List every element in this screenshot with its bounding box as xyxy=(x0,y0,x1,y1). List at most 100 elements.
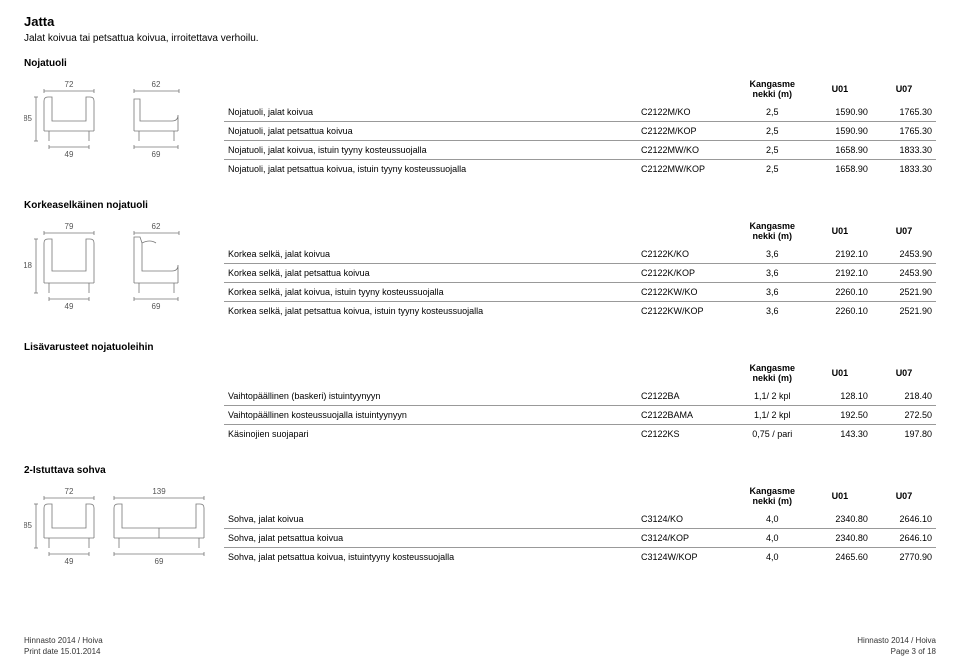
table-row: Nojatuoli, jalat petsattua koivua, istui… xyxy=(224,160,936,179)
cell-desc: Korkea selkä, jalat petsattua koivua, is… xyxy=(224,302,637,321)
section-head: Korkeaselkäinen nojatuoli xyxy=(24,200,936,211)
cell-code: C2122KW/KO xyxy=(637,283,737,302)
cell-u01: 2260.10 xyxy=(808,283,872,302)
col-u07: U07 xyxy=(872,482,936,510)
cell-desc: Korkea selkä, jalat koivua xyxy=(224,245,637,264)
table-s2: Kangasme nekki (m) U01 U07 Korkea selkä,… xyxy=(224,217,936,320)
table-header-row: Kangasme nekki (m) U01 U07 xyxy=(224,359,936,387)
col-unit: Kangasme nekki (m) xyxy=(737,359,808,387)
table-s1: Kangasme nekki (m) U01 U07 Nojatuoli, ja… xyxy=(224,75,936,178)
cell-u01: 1590.90 xyxy=(808,103,872,122)
section-head: Lisävarusteet nojatuoleihin xyxy=(24,342,936,353)
dim-w1: 72 xyxy=(65,488,74,496)
cell-desc: Korkea selkä, jalat koivua, istuin tyyny… xyxy=(224,283,637,302)
dim-h: 85 xyxy=(24,521,33,530)
dim-w2: 139 xyxy=(152,488,166,496)
table-row: Korkea selkä, jalat koivuaC2122K/KO3,621… xyxy=(224,245,936,264)
cell-code: C2122MW/KOP xyxy=(637,160,737,179)
table-header-row: Kangasme nekki (m) U01 U07 xyxy=(224,482,936,510)
cell-code: C2122BA xyxy=(637,387,737,406)
dim-h: 85 xyxy=(24,114,33,123)
cell-u07: 2646.10 xyxy=(872,529,936,548)
table-row: Korkea selkä, jalat petsattua koivua, is… xyxy=(224,302,936,321)
cell-u01: 1658.90 xyxy=(808,141,872,160)
page-subtitle: Jalat koivua tai petsattua koivua, irroi… xyxy=(24,33,936,44)
cell-code: C2122M/KOP xyxy=(637,122,737,141)
dim-d2: 69 xyxy=(152,302,161,311)
cell-u01: 1658.90 xyxy=(808,160,872,179)
cell-u07: 2521.90 xyxy=(872,302,936,321)
cell-desc: Nojatuoli, jalat petsattua koivua, istui… xyxy=(224,160,637,179)
col-u01: U01 xyxy=(808,75,872,103)
table-row: Korkea selkä, jalat koivua, istuin tyyny… xyxy=(224,283,936,302)
cell-code: C2122K/KO xyxy=(637,245,737,264)
dim-w1: 72 xyxy=(65,81,74,89)
cell-code: C2122BAMA xyxy=(637,406,737,425)
col-unit: Kangasme nekki (m) xyxy=(737,217,808,245)
col-u07: U07 xyxy=(872,217,936,245)
table-row: Käsinojien suojapariC2122KS0,75 / pari14… xyxy=(224,425,936,444)
cell-desc: Vaihtopäällinen kosteussuojalla istuinty… xyxy=(224,406,637,425)
dim-d1: 49 xyxy=(65,150,74,159)
section-sofa: 2-Istuttava sohva 72 85 49 xyxy=(24,465,936,568)
table-row: Nojatuoli, jalat koivuaC2122M/KO2,51590.… xyxy=(224,103,936,122)
dim-w1: 79 xyxy=(65,223,74,231)
cell-u01: 2340.80 xyxy=(808,510,872,529)
cell-u01: 2192.10 xyxy=(808,264,872,283)
dim-h: 118 xyxy=(24,261,33,270)
cell-unit: 2,5 xyxy=(737,122,808,141)
table-header-row: Kangasme nekki (m) U01 U07 xyxy=(224,75,936,103)
footer-left2: Print date 15.01.2014 xyxy=(24,647,103,656)
cell-unit: 1,1/ 2 kpl xyxy=(737,387,808,406)
page: Jatta Jalat koivua tai petsattua koivua,… xyxy=(0,0,960,664)
section-korkea: Korkeaselkäinen nojatuoli 79 118 49 xyxy=(24,200,936,320)
cell-unit: 0,75 / pari xyxy=(737,425,808,444)
cell-code: C2122KS xyxy=(637,425,737,444)
footer-right2: Page 3 of 18 xyxy=(857,647,936,656)
footer: Hinnasto 2014 / Hoiva Print date 15.01.2… xyxy=(24,634,936,656)
col-unit: Kangasme nekki (m) xyxy=(737,482,808,510)
dim-w2: 62 xyxy=(152,223,161,231)
cell-u07: 272.50 xyxy=(872,406,936,425)
cell-u01: 1590.90 xyxy=(808,122,872,141)
col-u07: U07 xyxy=(872,75,936,103)
col-u01: U01 xyxy=(808,482,872,510)
col-u07: U07 xyxy=(872,359,936,387)
cell-desc: Nojatuoli, jalat petsattua koivua xyxy=(224,122,637,141)
cell-code: C2122K/KOP xyxy=(637,264,737,283)
section-nojatuoli: Nojatuoli 72 85 xyxy=(24,58,936,178)
cell-u01: 2465.60 xyxy=(808,548,872,567)
table-row: Vaihtopäällinen kosteussuojalla istuinty… xyxy=(224,406,936,425)
cell-code: C3124W/KOP xyxy=(637,548,737,567)
cell-u07: 2646.10 xyxy=(872,510,936,529)
table-s3: Kangasme nekki (m) U01 U07 Vaihtopäällin… xyxy=(224,359,936,443)
cell-code: C3124/KOP xyxy=(637,529,737,548)
table-row: Sohva, jalat koivuaC3124/KO4,02340.80264… xyxy=(224,510,936,529)
cell-unit: 3,6 xyxy=(737,264,808,283)
cell-desc: Sohva, jalat koivua xyxy=(224,510,637,529)
cell-u07: 197.80 xyxy=(872,425,936,444)
table-row: Nojatuoli, jalat petsattua koivuaC2122M/… xyxy=(224,122,936,141)
cell-desc: Korkea selkä, jalat petsattua koivua xyxy=(224,264,637,283)
table-s4: Kangasme nekki (m) U01 U07 Sohva, jalat … xyxy=(224,482,936,566)
cell-unit: 1,1/ 2 kpl xyxy=(737,406,808,425)
cell-code: C2122MW/KO xyxy=(637,141,737,160)
cell-u01: 143.30 xyxy=(808,425,872,444)
dim-w2: 62 xyxy=(152,81,161,89)
col-u01: U01 xyxy=(808,217,872,245)
cell-u07: 1833.30 xyxy=(872,160,936,179)
cell-unit: 2,5 xyxy=(737,103,808,122)
cell-desc: Sohva, jalat petsattua koivua xyxy=(224,529,637,548)
cell-desc: Sohva, jalat petsattua koivua, istuintyy… xyxy=(224,548,637,567)
col-unit: Kangasme nekki (m) xyxy=(737,75,808,103)
section-head: 2-Istuttava sohva xyxy=(24,465,936,476)
cell-u07: 1765.30 xyxy=(872,103,936,122)
cell-u07: 2521.90 xyxy=(872,283,936,302)
cell-u01: 192.50 xyxy=(808,406,872,425)
cell-unit: 2,5 xyxy=(737,141,808,160)
cell-u07: 2453.90 xyxy=(872,264,936,283)
cell-unit: 2,5 xyxy=(737,160,808,179)
section-head: Nojatuoli xyxy=(24,58,936,69)
cell-code: C2122M/KO xyxy=(637,103,737,122)
cell-unit: 4,0 xyxy=(737,548,808,567)
